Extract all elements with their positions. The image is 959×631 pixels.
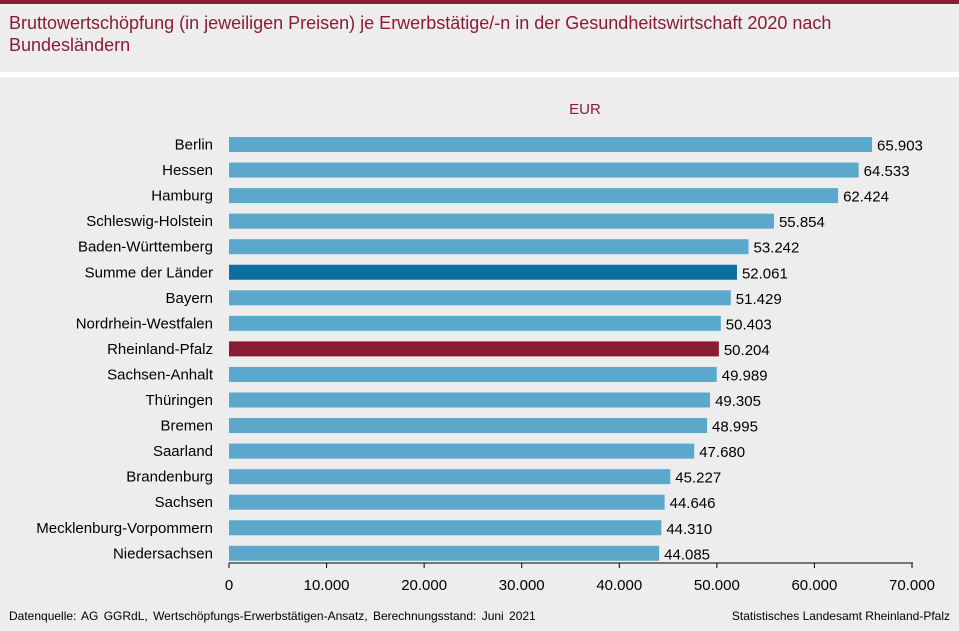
x-tick-label: 60.000 [791, 577, 837, 594]
bar [229, 494, 665, 510]
data-label: 49.989 [722, 367, 768, 384]
bar [229, 443, 695, 459]
x-tick-label: 50.000 [694, 577, 740, 594]
top-accent-rule [0, 0, 959, 4]
category-label: Rheinland-Pfalz [107, 341, 213, 358]
category-label: Sachsen [155, 494, 213, 511]
category-label: Hamburg [151, 188, 213, 205]
bar [229, 137, 873, 152]
category-label: Niedersachsen [113, 545, 213, 562]
x-tick-label: 10.000 [304, 577, 350, 594]
category-label: Summe der Länder [85, 264, 213, 281]
bar [229, 290, 731, 306]
category-label: Saarland [153, 443, 213, 460]
data-label: 55.854 [779, 214, 825, 231]
category-label: Baden-Württemberg [78, 239, 213, 256]
bar [229, 545, 660, 561]
data-label: 45.227 [675, 470, 721, 487]
x-tick-label: 0 [225, 577, 233, 594]
x-tick-label: 40.000 [596, 577, 642, 594]
category-label: Bayern [165, 290, 213, 307]
data-label: 49.305 [715, 393, 761, 410]
publisher-note: Statistisches Landesamt Rheinland-Pfalz [731, 609, 950, 623]
bar [229, 392, 711, 408]
data-label: 47.680 [699, 444, 745, 461]
data-label: 50.403 [726, 316, 772, 333]
data-label: 53.242 [753, 240, 799, 257]
data-label: 51.429 [736, 291, 782, 308]
bar [229, 162, 859, 178]
bar [229, 366, 717, 382]
bar [229, 315, 721, 331]
title-separator [0, 72, 959, 77]
data-label: 64.533 [864, 163, 910, 180]
data-label: 62.424 [843, 189, 889, 206]
bar [229, 264, 737, 280]
bar [229, 469, 671, 485]
data-label: 44.310 [666, 521, 712, 538]
category-label: Brandenburg [126, 469, 213, 486]
category-label: Hessen [162, 162, 213, 179]
data-label: 44.085 [664, 546, 710, 563]
category-label: Schleswig-Holstein [86, 213, 213, 230]
category-label: Bremen [160, 418, 213, 435]
category-label: Sachsen-Anhalt [107, 366, 214, 383]
category-label: Nordrhein-Westfalen [76, 315, 213, 332]
bar [229, 418, 708, 434]
bar [229, 341, 719, 357]
x-tick-label: 30.000 [499, 577, 545, 594]
x-tick-label: 70.000 [889, 577, 935, 594]
bar [229, 188, 839, 204]
category-label: Mecklenburg-Vorpommern [36, 520, 213, 537]
data-label: 52.061 [742, 265, 788, 282]
data-label: 48.995 [712, 419, 758, 436]
unit-label: EUR [569, 101, 601, 118]
bar [229, 239, 749, 255]
data-label: 44.646 [670, 495, 716, 512]
data-label: 50.204 [724, 342, 770, 359]
source-note: Datenquelle: AG GGRdL, Wertschöpfungs-Er… [9, 609, 536, 623]
bar [229, 520, 662, 536]
category-label: Thüringen [145, 392, 213, 409]
x-tick-label: 20.000 [401, 577, 447, 594]
category-label: Berlin [175, 137, 213, 154]
data-label: 65.903 [877, 138, 923, 155]
chart-title: Bruttowertschöpfung (in jeweiligen Preis… [9, 13, 832, 55]
bar [229, 213, 774, 229]
